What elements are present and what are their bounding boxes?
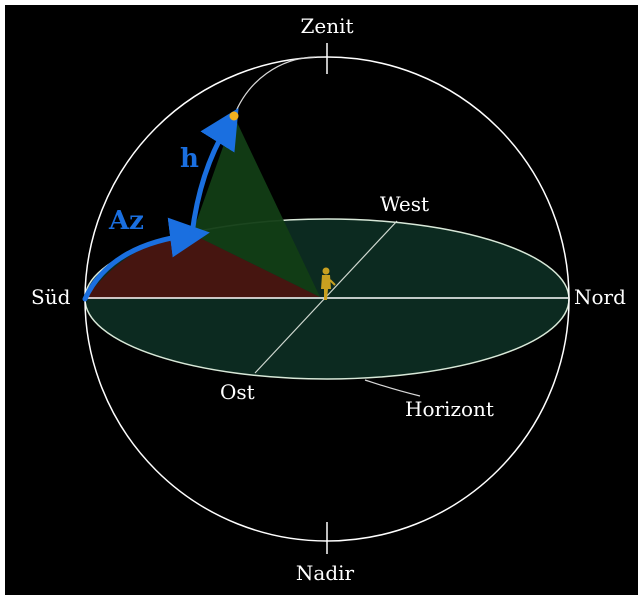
- altitude-sector: [192, 116, 320, 297]
- azimuth-arrow: [82, 217, 210, 302]
- east-label: Ost: [220, 380, 255, 404]
- nadir-label: Nadir: [296, 561, 355, 585]
- azimuth-sector: [85, 234, 320, 299]
- altitude-label: h: [180, 144, 199, 174]
- altitude-arrow: [189, 108, 239, 237]
- horizon-label: Horizont: [405, 397, 494, 421]
- zenith-label: Zenit: [300, 14, 353, 38]
- west-label: West: [380, 192, 429, 216]
- star-icon: [229, 111, 239, 121]
- azimuth-label: Az: [108, 206, 144, 236]
- vertical-circle-arc: [233, 56, 316, 117]
- north-label: Nord: [574, 285, 626, 309]
- observer-figure: [321, 267, 336, 300]
- horizon-leader-line: [364, 379, 421, 397]
- south-label: Süd: [31, 285, 71, 309]
